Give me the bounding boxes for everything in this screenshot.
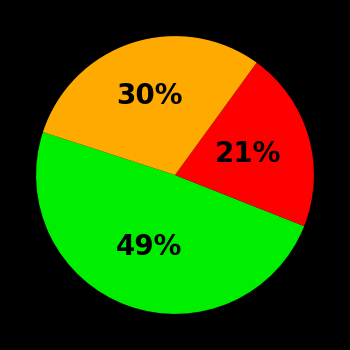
- Text: 49%: 49%: [116, 233, 182, 261]
- Wedge shape: [36, 132, 304, 314]
- Wedge shape: [175, 63, 314, 226]
- Wedge shape: [43, 36, 257, 175]
- Text: 30%: 30%: [116, 82, 182, 110]
- Text: 21%: 21%: [215, 140, 281, 168]
